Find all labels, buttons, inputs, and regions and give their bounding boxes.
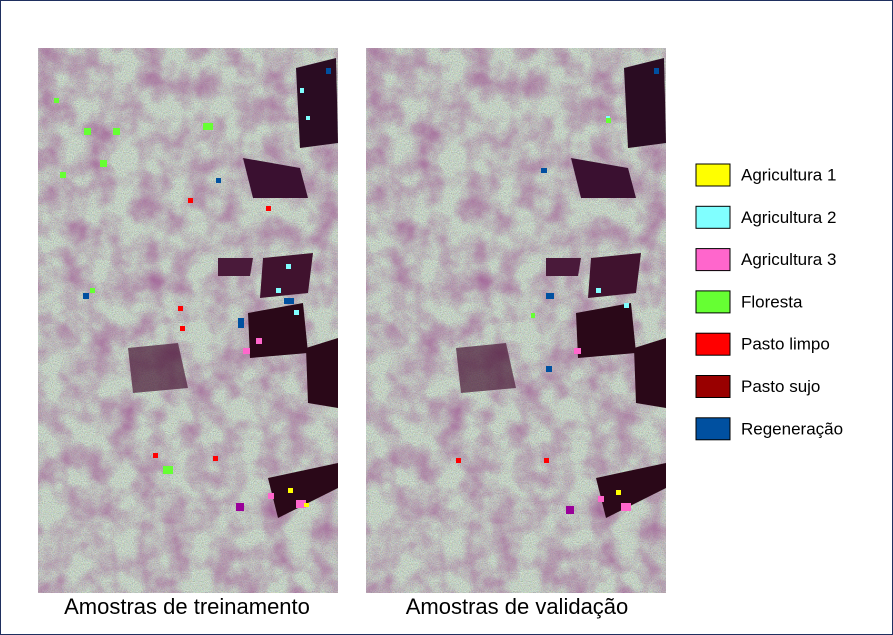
legend-swatch xyxy=(696,418,730,440)
legend-label: Regeneração xyxy=(741,419,843,438)
legend-label: Agricultura 3 xyxy=(741,250,836,269)
figure-canvas: Amostras de treinamento Amostras de vali… xyxy=(1,1,892,634)
legend-swatch xyxy=(696,249,730,271)
legend-label: Agricultura 1 xyxy=(741,165,836,184)
legend-swatch xyxy=(696,164,730,186)
legend-label: Floresta xyxy=(741,292,803,311)
legend: Agricultura 1 Agricultura 2 Agricultura 3 F… xyxy=(696,164,843,440)
legend-swatch xyxy=(696,291,730,313)
panel-caption: Amostras de validação xyxy=(406,594,629,619)
legend-swatch xyxy=(696,376,730,398)
legend-swatch xyxy=(696,333,730,355)
legend-label: Pasto limpo xyxy=(741,335,830,354)
legend-label: Pasto sujo xyxy=(741,377,820,396)
image-panel xyxy=(366,48,666,593)
legend-swatch xyxy=(696,206,730,228)
image-panel xyxy=(38,48,338,593)
legend-label: Agricultura 2 xyxy=(741,208,836,227)
panel-caption: Amostras de treinamento xyxy=(64,594,310,619)
figure: Amostras de treinamento Amostras de vali… xyxy=(0,0,893,635)
